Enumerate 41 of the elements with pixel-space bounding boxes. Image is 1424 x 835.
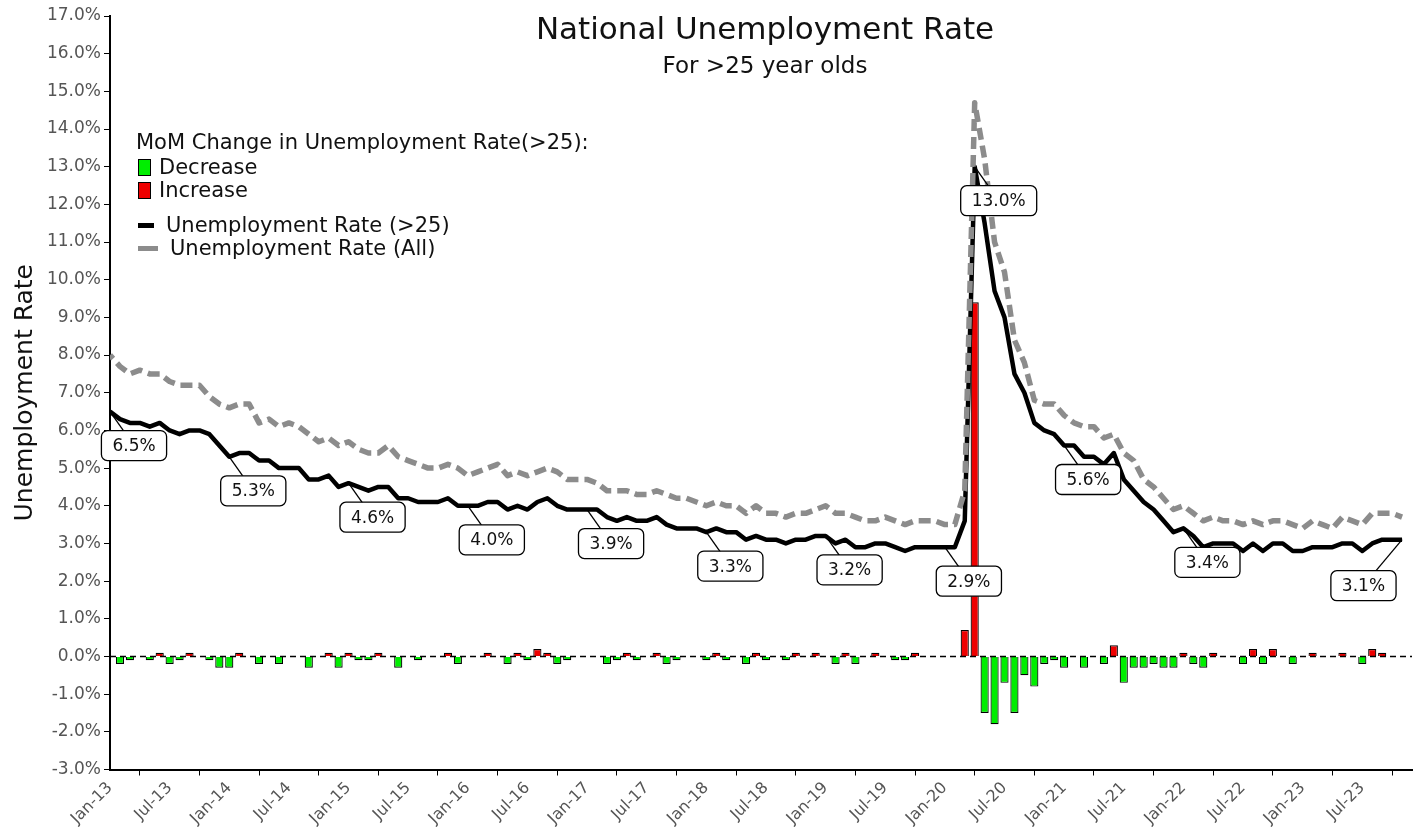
annotation: 5.3% (231, 480, 275, 501)
y-tick-label: 1.0% (57, 607, 101, 628)
annotation: 3.2% (828, 559, 872, 580)
y-tick-label: 7.0% (57, 381, 101, 402)
y-tick-label: 14.0% (46, 117, 101, 138)
y-tick-label: 6.0% (57, 418, 101, 439)
legend-title: MoM Change in Unemployment Rate(>25): (136, 130, 589, 154)
y-tick-label: -2.0% (51, 720, 101, 741)
y-tick-label: 16.0% (46, 42, 101, 63)
y-tick-label: 0.0% (57, 644, 101, 665)
y-tick-label: -1.0% (51, 682, 101, 703)
annotation: 3.9% (589, 532, 633, 553)
y-tick-label: 3.0% (57, 531, 101, 552)
annotation: 4.0% (470, 529, 514, 550)
annotation: 5.6% (1066, 468, 1110, 489)
y-tick-label: 8.0% (57, 343, 101, 364)
text: For >25 year olds (661, 52, 869, 78)
y-tick-label: 9.0% (57, 305, 101, 326)
annotation: 2.9% (947, 570, 991, 591)
annotation: 3.4% (1185, 551, 1230, 572)
legend-label: Unemployment Rate (>25) (166, 213, 450, 237)
chart-title: National Unemployment Rate (534, 10, 996, 46)
y-tick-label: 5.0% (57, 456, 101, 477)
y-tick-label: 2.0% (57, 569, 101, 590)
annotation: 4.6% (350, 506, 395, 527)
y-axis-title: Unemployment Rate (8, 264, 38, 522)
y-tick-label: 12.0% (46, 192, 101, 213)
annotation: 13.0% (971, 190, 1026, 211)
annotation: 6.5% (112, 435, 156, 456)
annotation: 3.3% (708, 555, 752, 576)
y-tick-label: 4.0% (57, 494, 101, 515)
y-tick-label: 13.0% (46, 155, 101, 176)
y-tick-label: 10.0% (46, 268, 101, 289)
y-tick-label: 17.0% (46, 4, 101, 25)
y-tick-label: 15.0% (46, 79, 101, 100)
y-tick-label: -3.0% (51, 757, 101, 778)
y-tick-label: 11.0% (46, 230, 101, 251)
legend-label: Unemployment Rate (All) (170, 236, 436, 260)
legend-label: Decrease (159, 155, 258, 179)
annotation: 3.1% (1341, 575, 1386, 596)
legend-label: Increase (159, 178, 248, 202)
